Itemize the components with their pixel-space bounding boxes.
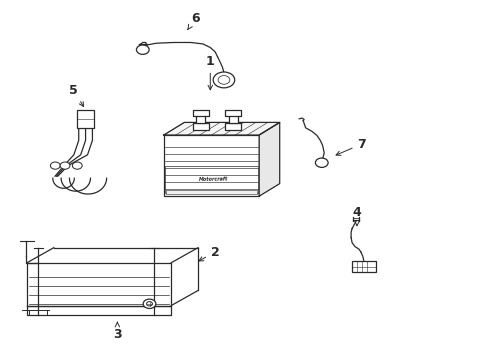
Bar [164,166,258,193]
Bar [27,306,171,315]
Circle shape [136,45,149,54]
Text: 5: 5 [69,84,83,107]
Bar [351,261,375,272]
Bar [225,123,241,130]
Circle shape [146,302,152,306]
Text: 3: 3 [113,322,122,341]
Text: Motorcraft: Motorcraft [199,177,228,183]
Polygon shape [163,122,279,135]
Bar [77,110,94,128]
Text: 1: 1 [205,55,214,90]
Polygon shape [259,122,279,196]
Bar [193,123,208,130]
Bar [166,190,256,194]
Circle shape [143,299,156,309]
Bar [196,116,205,123]
Bar [228,116,237,123]
Circle shape [213,72,234,88]
Bar [163,135,259,196]
Text: 7: 7 [335,138,366,156]
Circle shape [60,162,70,169]
Text: 6: 6 [187,12,200,30]
Text: 2: 2 [199,246,219,261]
Circle shape [218,76,229,84]
Circle shape [315,158,327,167]
Text: 4: 4 [352,206,361,226]
Circle shape [50,162,60,169]
Circle shape [72,162,82,169]
